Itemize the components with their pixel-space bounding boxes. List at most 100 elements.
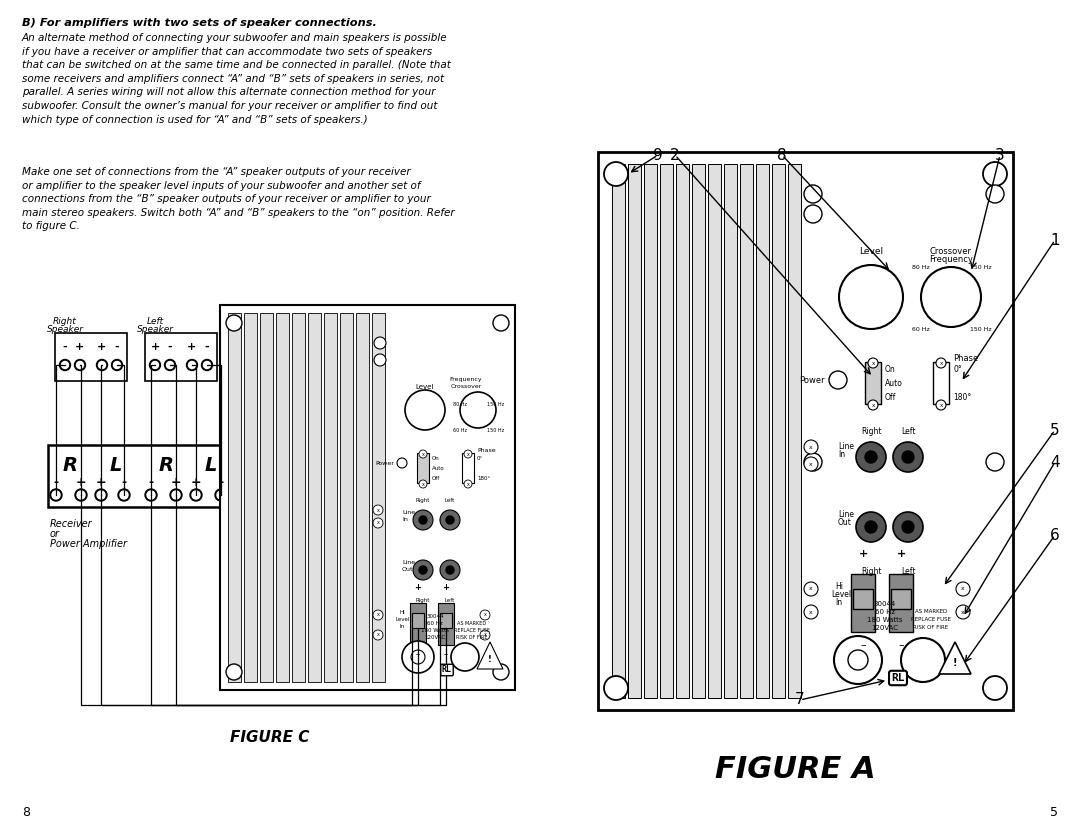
Circle shape [166, 361, 174, 369]
Text: x: x [872, 403, 875, 408]
Text: Hi: Hi [835, 582, 843, 591]
Bar [865, 362, 881, 404]
Text: R: R [159, 455, 174, 475]
Text: +: + [896, 549, 906, 559]
Circle shape [956, 582, 970, 596]
Circle shape [446, 516, 454, 524]
Text: x: x [421, 481, 424, 486]
Circle shape [52, 491, 60, 499]
Circle shape [804, 457, 818, 471]
Circle shape [164, 359, 175, 370]
Text: x: x [809, 610, 813, 615]
Text: !: ! [488, 656, 491, 665]
Bar [692, 164, 705, 698]
Text: Right: Right [416, 498, 430, 503]
Text: REPLACE FUSE: REPLACE FUSE [912, 617, 951, 622]
Circle shape [464, 480, 472, 488]
Bar [851, 574, 875, 632]
Text: 7: 7 [795, 692, 805, 707]
Text: -: - [167, 342, 173, 352]
Text: RISK OF FIRE: RISK OF FIRE [456, 635, 488, 640]
Circle shape [419, 566, 427, 574]
Text: -: - [63, 342, 67, 352]
Circle shape [868, 400, 878, 410]
Circle shape [373, 505, 383, 515]
Circle shape [120, 491, 129, 499]
Circle shape [856, 512, 886, 542]
Bar [292, 313, 305, 682]
Circle shape [460, 392, 496, 428]
Text: 180 Watts: 180 Watts [867, 617, 903, 623]
Circle shape [604, 162, 627, 186]
Text: Level: Level [859, 247, 883, 256]
Bar [308, 313, 321, 682]
Text: Left: Left [445, 598, 455, 603]
Text: L: L [205, 455, 217, 475]
Circle shape [62, 361, 68, 369]
Bar [756, 164, 769, 698]
Circle shape [145, 489, 157, 501]
Text: On: On [432, 455, 440, 460]
Circle shape [374, 337, 386, 349]
Text: Receiver: Receiver [50, 519, 93, 529]
Text: 5: 5 [1050, 423, 1059, 438]
Bar [772, 164, 785, 698]
Circle shape [804, 185, 822, 203]
Circle shape [480, 610, 490, 620]
Text: 150 Hz: 150 Hz [487, 402, 504, 407]
Circle shape [419, 516, 427, 524]
Text: Right: Right [861, 567, 881, 576]
Circle shape [440, 560, 460, 580]
Bar [440, 613, 453, 628]
Bar [933, 362, 949, 404]
Text: AS MARKED: AS MARKED [458, 621, 487, 626]
Text: +: + [187, 342, 197, 352]
Text: x: x [484, 612, 486, 617]
Text: 3: 3 [995, 148, 1004, 163]
Text: or: or [50, 529, 60, 539]
Bar [612, 164, 625, 698]
Text: Crossover: Crossover [930, 247, 972, 256]
Text: Out: Out [402, 567, 414, 572]
Bar [853, 589, 873, 609]
Circle shape [902, 451, 914, 463]
Circle shape [983, 162, 1007, 186]
Text: Level: Level [416, 384, 434, 390]
Circle shape [149, 359, 161, 370]
Circle shape [936, 400, 946, 410]
Text: -: - [53, 475, 58, 489]
Bar [676, 164, 689, 698]
Circle shape [804, 453, 822, 471]
Circle shape [440, 510, 460, 530]
Text: x: x [809, 586, 813, 591]
Bar [417, 453, 429, 483]
Text: 180°: 180° [477, 475, 490, 480]
Bar [660, 164, 673, 698]
Text: Left: Left [445, 498, 455, 503]
Circle shape [192, 491, 200, 499]
Circle shape [413, 510, 433, 530]
Text: In: In [400, 624, 405, 629]
Bar [356, 313, 369, 682]
Text: R: R [63, 455, 78, 475]
Bar [438, 603, 454, 645]
Bar [244, 313, 257, 682]
Circle shape [419, 450, 427, 458]
Circle shape [203, 361, 211, 369]
Circle shape [480, 630, 490, 640]
Text: x: x [940, 360, 943, 365]
Circle shape [95, 489, 107, 501]
Text: -: - [218, 475, 224, 489]
Text: Level: Level [396, 617, 410, 622]
Circle shape [215, 489, 227, 501]
Circle shape [373, 630, 383, 640]
Text: Phase: Phase [953, 354, 978, 363]
Circle shape [118, 489, 130, 501]
Text: AS MARKED: AS MARKED [915, 609, 947, 614]
Text: 150 Hz: 150 Hz [970, 327, 991, 332]
Text: Speaker: Speaker [136, 325, 174, 334]
Text: 2: 2 [671, 148, 679, 163]
Bar [740, 164, 753, 698]
Polygon shape [477, 642, 503, 669]
Circle shape [75, 489, 87, 501]
